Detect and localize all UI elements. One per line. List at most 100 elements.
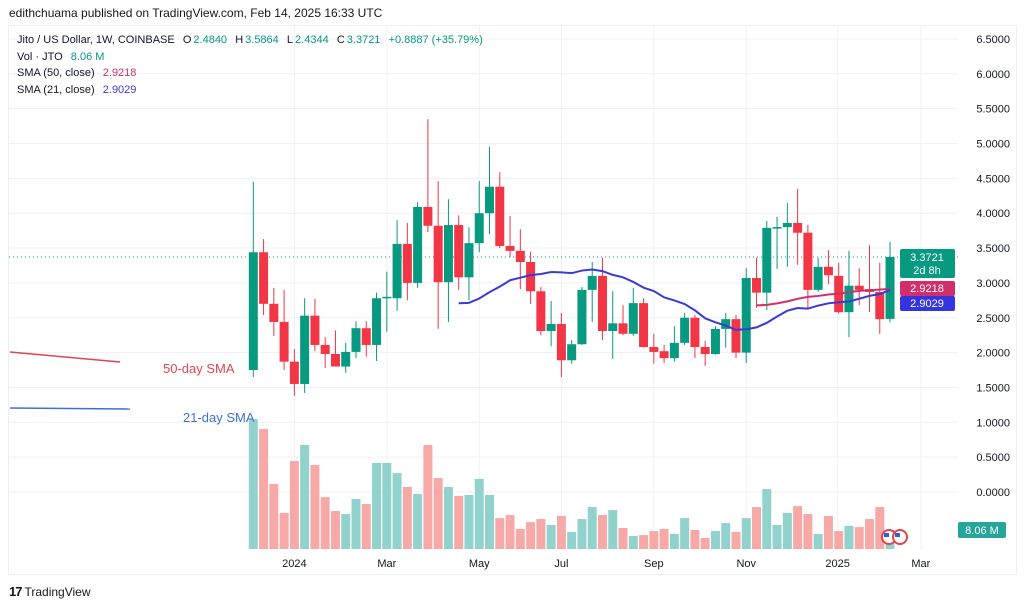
candle[interactable]: [464, 227, 474, 301]
candle[interactable]: [536, 287, 546, 336]
candle[interactable]: [341, 342, 351, 373]
volume-bar[interactable]: [515, 528, 525, 549]
candle[interactable]: [844, 250, 854, 338]
candle[interactable]: [731, 314, 741, 359]
candle[interactable]: [310, 298, 320, 352]
candle[interactable]: [556, 312, 566, 377]
candle[interactable]: [752, 257, 762, 308]
candle[interactable]: [423, 119, 433, 233]
candle[interactable]: [690, 314, 700, 359]
candle[interactable]: [659, 344, 669, 364]
candle[interactable]: [505, 215, 515, 258]
volume-bar[interactable]: [741, 518, 751, 549]
volume-bar[interactable]: [464, 494, 474, 549]
candle[interactable]: [567, 340, 577, 364]
volume-bar[interactable]: [649, 531, 659, 549]
volume-bar[interactable]: [341, 514, 351, 549]
volume-bar[interactable]: [587, 507, 597, 549]
candle[interactable]: [782, 202, 792, 267]
volume-bar[interactable]: [300, 444, 310, 549]
candle[interactable]: [577, 287, 587, 345]
volume-bar[interactable]: [577, 519, 587, 549]
candle[interactable]: [382, 271, 392, 332]
volume-row[interactable]: Vol · JTO 8.06 M: [17, 49, 485, 66]
volume-bar[interactable]: [495, 518, 505, 549]
candle[interactable]: [834, 262, 844, 314]
volume-bar[interactable]: [793, 506, 803, 549]
candle[interactable]: [443, 199, 453, 322]
candle[interactable]: [248, 181, 258, 377]
volume-bar[interactable]: [361, 503, 371, 549]
candle[interactable]: [259, 238, 269, 315]
candle[interactable]: [710, 326, 720, 355]
volume-bar[interactable]: [865, 519, 874, 549]
volume-bar[interactable]: [372, 462, 382, 549]
volume-bar[interactable]: [628, 536, 638, 549]
volume-bar[interactable]: [762, 489, 772, 549]
candle[interactable]: [772, 216, 782, 269]
volume-bar[interactable]: [454, 495, 464, 549]
volume-bar[interactable]: [659, 528, 669, 549]
volume-bar[interactable]: [813, 533, 823, 549]
candle[interactable]: [700, 340, 710, 366]
candle[interactable]: [300, 298, 310, 394]
candle[interactable]: [680, 312, 690, 345]
volume-bar[interactable]: [392, 473, 402, 549]
candle[interactable]: [433, 181, 443, 329]
candle[interactable]: [495, 172, 505, 249]
volume-bar[interactable]: [803, 514, 813, 549]
volume-bar[interactable]: [875, 507, 885, 549]
volume-bar[interactable]: [680, 518, 690, 549]
candle[interactable]: [803, 225, 813, 308]
volume-bar[interactable]: [289, 461, 299, 549]
sma50-annotation-text[interactable]: 50-day SMA: [163, 361, 235, 376]
volume-bar[interactable]: [433, 478, 443, 549]
candle[interactable]: [608, 291, 618, 359]
sma50-annotation-line[interactable]: [9, 351, 121, 363]
tradingview-logo[interactable]: 17 TradingView: [9, 584, 91, 599]
volume-bar[interactable]: [351, 499, 361, 549]
volume-bar[interactable]: [259, 428, 269, 549]
volume-bar[interactable]: [279, 512, 289, 549]
volume-bar[interactable]: [402, 486, 412, 549]
candle[interactable]: [628, 287, 638, 336]
candle[interactable]: [546, 301, 556, 347]
volume-bar[interactable]: [413, 494, 423, 549]
candle[interactable]: [875, 262, 885, 334]
volume-bar[interactable]: [752, 507, 762, 549]
volume-bar[interactable]: [639, 535, 649, 549]
candle[interactable]: [526, 251, 536, 304]
candle[interactable]: [474, 181, 484, 253]
candle[interactable]: [639, 298, 649, 348]
volume-bar[interactable]: [546, 524, 556, 549]
sma50-line[interactable]: [756, 287, 891, 307]
volume-bar[interactable]: [608, 510, 618, 549]
candle[interactable]: [618, 305, 628, 336]
candle[interactable]: [793, 188, 803, 265]
candle[interactable]: [320, 337, 330, 368]
volume-bar[interactable]: [505, 515, 515, 549]
volume-bar[interactable]: [474, 478, 484, 549]
volume-bar[interactable]: [669, 533, 679, 549]
volume-bar[interactable]: [556, 515, 566, 549]
volume-bar[interactable]: [382, 462, 392, 549]
candle[interactable]: [372, 292, 382, 361]
volume-bar[interactable]: [618, 528, 628, 549]
volume-bar[interactable]: [772, 524, 782, 549]
candle[interactable]: [587, 261, 597, 322]
sma21-annotation-text[interactable]: 21-day SMA: [183, 410, 255, 425]
candle[interactable]: [361, 321, 371, 357]
volume-bar[interactable]: [485, 494, 495, 549]
sma21-row[interactable]: SMA (21, close) 2.9029: [17, 82, 485, 99]
volume-bar[interactable]: [700, 537, 710, 549]
candle[interactable]: [454, 215, 464, 290]
volume-bar[interactable]: [423, 444, 433, 549]
candle[interactable]: [813, 257, 823, 292]
symbol-title[interactable]: Jito / US Dollar, 1W, COINBASE: [17, 34, 175, 46]
volume-bar[interactable]: [844, 525, 854, 549]
candle[interactable]: [669, 326, 679, 362]
volume-bar[interactable]: [330, 511, 340, 549]
candle[interactable]: [392, 220, 402, 311]
volume-bar[interactable]: [854, 527, 864, 549]
